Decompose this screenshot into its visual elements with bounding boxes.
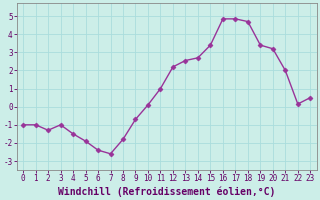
X-axis label: Windchill (Refroidissement éolien,°C): Windchill (Refroidissement éolien,°C) [58, 186, 276, 197]
